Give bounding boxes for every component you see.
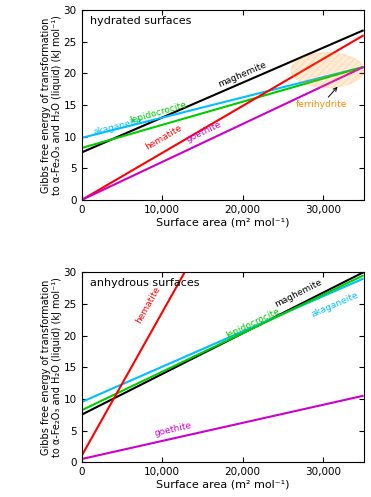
Text: anhydrous surfaces: anhydrous surfaces (90, 278, 200, 288)
Text: maghemite: maghemite (217, 60, 268, 89)
Text: lepidocrocite: lepidocrocite (225, 306, 282, 339)
Text: akaganeite: akaganeite (93, 116, 144, 137)
X-axis label: Surface area (m² mol⁻¹): Surface area (m² mol⁻¹) (156, 218, 289, 228)
Text: maghemite: maghemite (273, 278, 324, 309)
Text: goethite: goethite (184, 119, 223, 144)
Text: hematite: hematite (144, 123, 184, 152)
Text: goethite: goethite (153, 421, 192, 438)
X-axis label: Surface area (m² mol⁻¹): Surface area (m² mol⁻¹) (156, 480, 289, 490)
Text: akaganeite: akaganeite (309, 291, 359, 320)
Ellipse shape (291, 53, 364, 87)
Y-axis label: Gibbs free energy of transformation
to α-Fe₂O₃ and H₂O (liquid) (kJ mol⁻¹): Gibbs free energy of transformation to α… (40, 277, 62, 457)
Text: ferrihydrite: ferrihydrite (296, 87, 348, 109)
Text: hydrated surfaces: hydrated surfaces (90, 15, 191, 26)
Text: hematite: hematite (134, 285, 162, 325)
Text: lepidocrocite: lepidocrocite (129, 100, 188, 125)
Y-axis label: Gibbs free energy of transformation
to α-Fe₂O₃ and H₂O (liquid) (kJ mol⁻¹): Gibbs free energy of transformation to α… (40, 15, 62, 195)
